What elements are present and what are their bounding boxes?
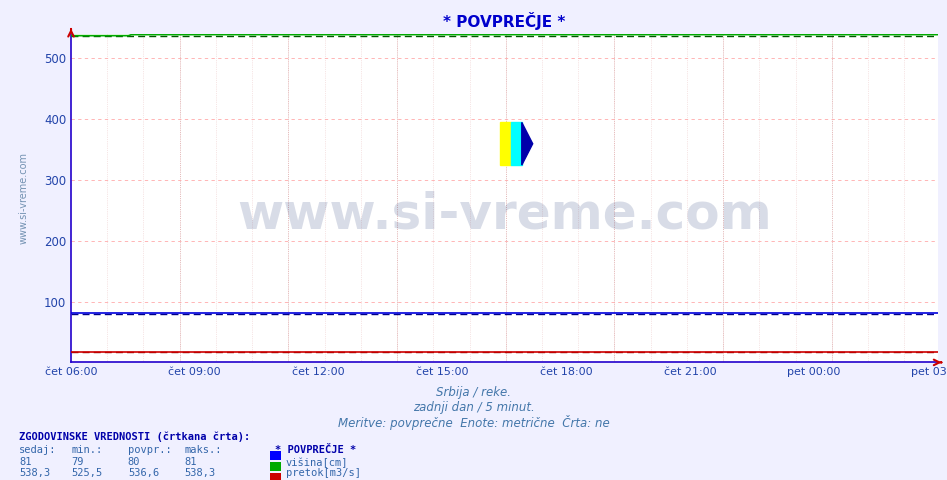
Text: 536,6: 536,6 bbox=[128, 468, 159, 479]
Polygon shape bbox=[522, 122, 533, 165]
Text: 538,3: 538,3 bbox=[19, 468, 50, 479]
Text: 79: 79 bbox=[71, 457, 83, 468]
Text: višina[cm]: višina[cm] bbox=[286, 457, 348, 468]
Text: www.si-vreme.com: www.si-vreme.com bbox=[18, 152, 28, 244]
Text: 525,5: 525,5 bbox=[71, 468, 102, 479]
Text: zadnji dan / 5 minut.: zadnji dan / 5 minut. bbox=[413, 401, 534, 414]
Text: min.:: min.: bbox=[71, 445, 102, 456]
Text: 80: 80 bbox=[128, 457, 140, 468]
Text: ZGODOVINSKE VREDNOSTI (črtkana črta):: ZGODOVINSKE VREDNOSTI (črtkana črta): bbox=[19, 432, 250, 443]
Text: Srbija / reke.: Srbija / reke. bbox=[436, 386, 511, 399]
Text: 538,3: 538,3 bbox=[185, 468, 216, 479]
Title: * POVPREČJE *: * POVPREČJE * bbox=[443, 12, 565, 30]
Text: sedaj:: sedaj: bbox=[19, 445, 57, 456]
Text: 81: 81 bbox=[19, 457, 31, 468]
Bar bbox=[500, 122, 510, 165]
Text: pretok[m3/s]: pretok[m3/s] bbox=[286, 468, 361, 479]
Text: maks.:: maks.: bbox=[185, 445, 223, 456]
Text: Meritve: povprečne  Enote: metrične  Črta: ne: Meritve: povprečne Enote: metrične Črta:… bbox=[338, 415, 609, 430]
Text: * POVPREČJE *: * POVPREČJE * bbox=[275, 445, 356, 456]
Text: 81: 81 bbox=[185, 457, 197, 468]
Text: povpr.:: povpr.: bbox=[128, 445, 171, 456]
Bar bbox=[510, 122, 522, 165]
Text: www.si-vreme.com: www.si-vreme.com bbox=[237, 191, 772, 239]
